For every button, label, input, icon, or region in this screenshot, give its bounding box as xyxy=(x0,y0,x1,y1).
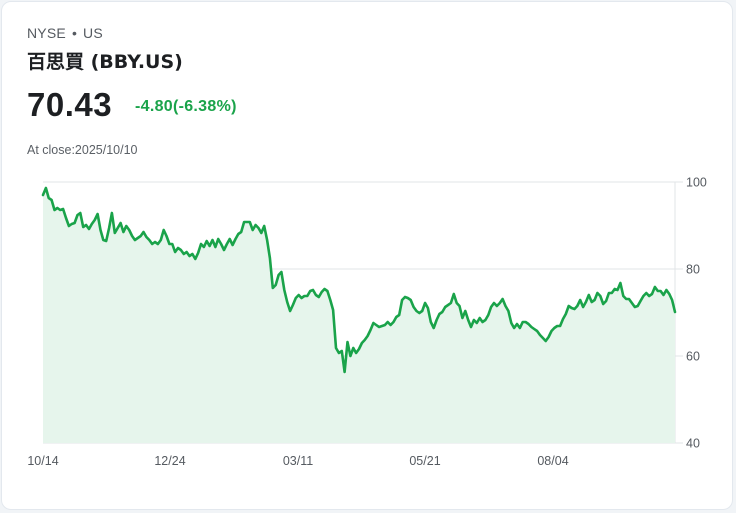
y-axis-labels: 100 80 60 40 xyxy=(686,176,707,451)
separator-dot: • xyxy=(71,25,78,41)
y-tick-label: 80 xyxy=(686,263,700,277)
region-label: US xyxy=(83,25,103,41)
x-axis-labels: 10/14 12/24 03/11 05/21 08/04 xyxy=(27,454,568,468)
current-price: 70.43 xyxy=(27,86,113,123)
y-tick-label: 100 xyxy=(686,176,707,190)
chart-price-line xyxy=(41,186,677,374)
close-timestamp: At close:2025/10/10 xyxy=(27,143,138,157)
y-tick-label: 60 xyxy=(686,350,700,364)
x-tick-label: 08/04 xyxy=(537,454,568,468)
exchange-info: NYSE • US xyxy=(27,25,103,41)
x-tick-label: 03/11 xyxy=(283,454,313,468)
y-tick-label: 40 xyxy=(686,437,700,451)
x-tick-label: 05/21 xyxy=(409,454,440,468)
x-tick-label: 10/14 xyxy=(27,454,58,468)
x-tick-label: 12/24 xyxy=(154,454,185,468)
chart-area-fill xyxy=(43,188,675,443)
exchange-name: NYSE xyxy=(27,25,66,41)
stock-title: 百思買 (BBY.US) xyxy=(27,51,183,73)
price-change: -4.80(-6.38%) xyxy=(135,98,237,115)
